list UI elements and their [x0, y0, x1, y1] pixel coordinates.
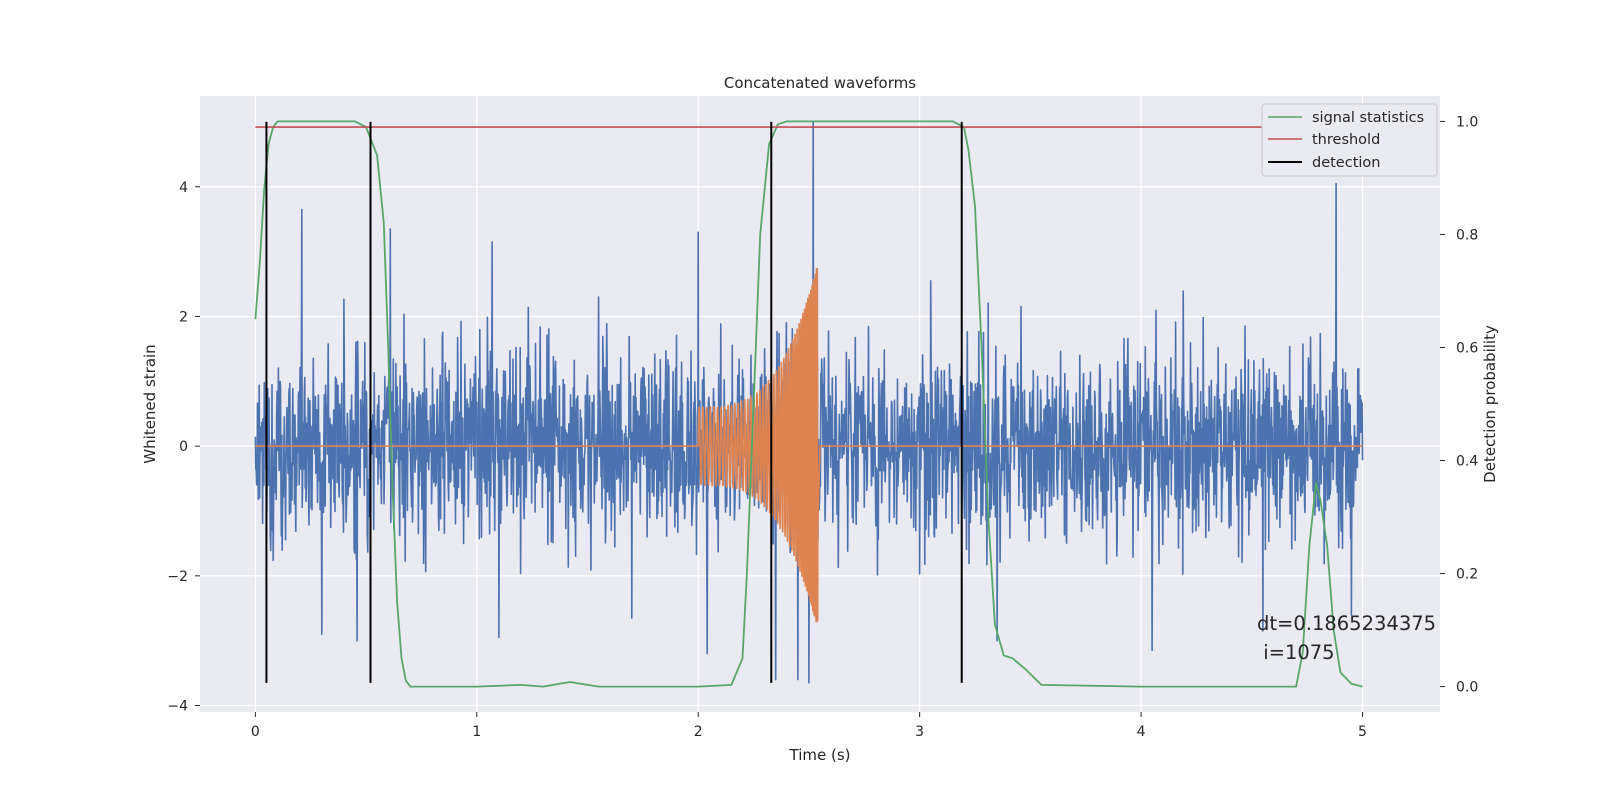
x-tick-label: 5	[1358, 724, 1367, 740]
x-tick-label: 0	[251, 724, 260, 740]
legend: signal statistics threshold detection	[1261, 103, 1438, 177]
data-layer	[254, 120, 1364, 688]
strain-series-line	[254, 121, 1364, 684]
x-tick-label: 1	[472, 724, 481, 740]
x-tick-label: 2	[694, 724, 703, 740]
y2-tick-label: 0.2	[1456, 567, 1478, 583]
signal-statistics-line	[254, 120, 1363, 688]
y-tick-label: −4	[167, 699, 188, 715]
legend-label-detection: detection	[1312, 155, 1380, 171]
y-tick-label: 4	[179, 180, 188, 196]
y2-axis-label: Detection probability	[1481, 325, 1499, 483]
x-axis-label: Time (s)	[789, 746, 851, 764]
legend-label-threshold: threshold	[1312, 132, 1380, 148]
x-tick-label: 3	[915, 724, 924, 740]
injection-series-line	[255, 267, 1363, 623]
y2-tick-label: 0.0	[1456, 680, 1478, 696]
y2-tick-label: 0.8	[1456, 227, 1478, 243]
y-tick-label: −2	[167, 569, 188, 585]
annotation-dt: dt=0.1865234375	[1257, 612, 1436, 635]
y2-tick-label: 1.0	[1456, 114, 1478, 130]
x-tick-label: 4	[1137, 724, 1146, 740]
y2-tick-label: 0.6	[1456, 340, 1478, 356]
annotation-i: i=1075	[1257, 641, 1335, 664]
legend-box	[1261, 103, 1438, 177]
y-tick-label: 2	[179, 309, 188, 325]
y-axis-label: Whitened strain	[141, 344, 159, 463]
axes-layer: 0 1 2 3 4 5 −4 −2 0 2 4 0.0 0.2 0.4 0.6 0.8 1.0	[167, 114, 1478, 740]
chart-title: Concatenated waveforms	[724, 74, 916, 92]
y2-tick-label: 0.4	[1456, 454, 1478, 470]
legend-label-signal-statistics: signal statistics	[1312, 110, 1424, 126]
y-tick-label: 0	[179, 439, 188, 455]
